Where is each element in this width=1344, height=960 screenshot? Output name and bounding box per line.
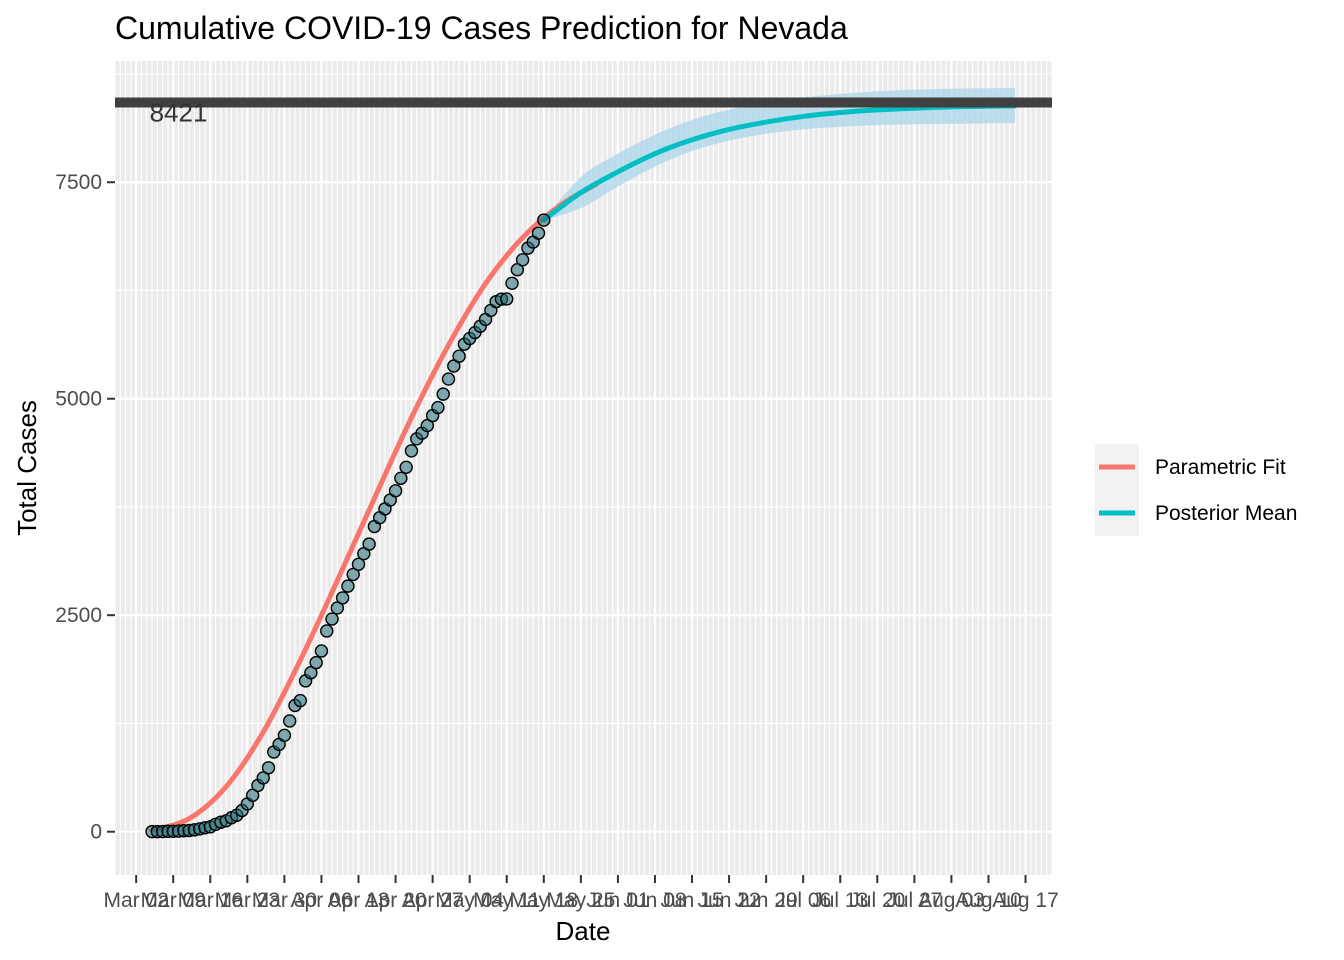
observed-point bbox=[325, 612, 339, 626]
observed-point bbox=[293, 693, 307, 708]
observed-point bbox=[394, 471, 408, 485]
y-tick-label: 2500 bbox=[55, 604, 102, 627]
x-tick-label: Mar 09 bbox=[141, 889, 206, 912]
parametric-fit-line bbox=[149, 181, 600, 833]
x-tick-label: Mar 30 bbox=[252, 889, 317, 912]
x-tick-label: Jun 22 bbox=[698, 889, 761, 912]
x-tick-label: May 18 bbox=[509, 889, 578, 912]
x-tick-label: Jun 01 bbox=[586, 889, 649, 912]
chart-title: Cumulative COVID-19 Cases Prediction for… bbox=[115, 10, 848, 46]
observed-point bbox=[351, 557, 366, 571]
observed-point bbox=[256, 771, 270, 785]
x-tick-label: Mar 23 bbox=[215, 889, 280, 912]
observed-point bbox=[282, 714, 297, 728]
observed-point bbox=[362, 537, 376, 551]
x-tick-label: Apr 27 bbox=[402, 889, 464, 912]
x-tick-label: Jul 20 bbox=[849, 889, 905, 912]
x-tick-label: Jun 29 bbox=[735, 889, 798, 912]
observed-point bbox=[320, 624, 334, 638]
x-tick-label: Apr 20 bbox=[365, 889, 427, 912]
x-tick-label: May 11 bbox=[473, 889, 540, 912]
observed-point bbox=[277, 728, 292, 743]
observed-point bbox=[452, 349, 466, 363]
observed-point bbox=[335, 591, 350, 605]
y-tick-label: 5000 bbox=[55, 388, 102, 411]
observed-point bbox=[341, 579, 355, 593]
x-tick-label: Jul 13 bbox=[812, 889, 868, 912]
observed-point bbox=[441, 372, 456, 386]
y-tick-label: 0 bbox=[90, 821, 102, 844]
observed-point bbox=[399, 460, 413, 475]
x-tick-label: Jul 27 bbox=[886, 889, 942, 912]
x-tick-label: May 04 bbox=[435, 889, 504, 912]
observed-point bbox=[346, 567, 360, 582]
x-tick-label: Mar 16 bbox=[178, 889, 243, 912]
observed-point bbox=[505, 276, 519, 290]
observed-point bbox=[431, 400, 445, 415]
posterior-ribbon bbox=[543, 88, 1015, 221]
x-tick-label: Aug 03 bbox=[918, 889, 985, 912]
x-tick-label: Apr 06 bbox=[291, 889, 353, 912]
y-tick-label: 7500 bbox=[55, 171, 102, 194]
observed-point bbox=[314, 644, 329, 658]
y-axis: 0 2500 5000 7500 bbox=[55, 171, 115, 844]
legend-key-background bbox=[1095, 444, 1139, 536]
observed-point bbox=[388, 484, 403, 498]
major-gridlines bbox=[115, 61, 1052, 875]
observed-point bbox=[500, 292, 514, 306]
x-tick-label: Mar 02 bbox=[103, 889, 168, 912]
x-tick-label: Jul 06 bbox=[775, 889, 831, 912]
observed-point bbox=[537, 213, 551, 227]
observed-point bbox=[309, 655, 323, 670]
legend-label: Parametric Fit bbox=[1155, 456, 1286, 479]
x-tick-label: Aug 10 bbox=[955, 889, 1022, 912]
observed-point bbox=[531, 226, 546, 240]
hline-label: 8421 bbox=[150, 97, 208, 127]
x-tick-label: Jun 08 bbox=[623, 889, 686, 912]
x-axis-title: Date bbox=[556, 916, 611, 946]
legend-label: Posterior Mean bbox=[1155, 502, 1297, 525]
y-axis-title: Total Cases bbox=[12, 400, 42, 536]
observed-point bbox=[261, 761, 276, 775]
x-tick-label: Aug 17 bbox=[992, 889, 1059, 912]
x-tick-label: Apr 13 bbox=[328, 889, 390, 912]
legend: Parametric Fit Posterior Mean bbox=[1095, 444, 1297, 536]
observed-points bbox=[145, 213, 551, 839]
observed-point bbox=[404, 444, 419, 458]
x-tick-label: Jun 15 bbox=[660, 889, 723, 912]
observed-point bbox=[515, 253, 530, 267]
x-tick-label: May 25 bbox=[546, 889, 615, 912]
observed-point bbox=[304, 666, 318, 680]
observed-point bbox=[436, 387, 450, 401]
